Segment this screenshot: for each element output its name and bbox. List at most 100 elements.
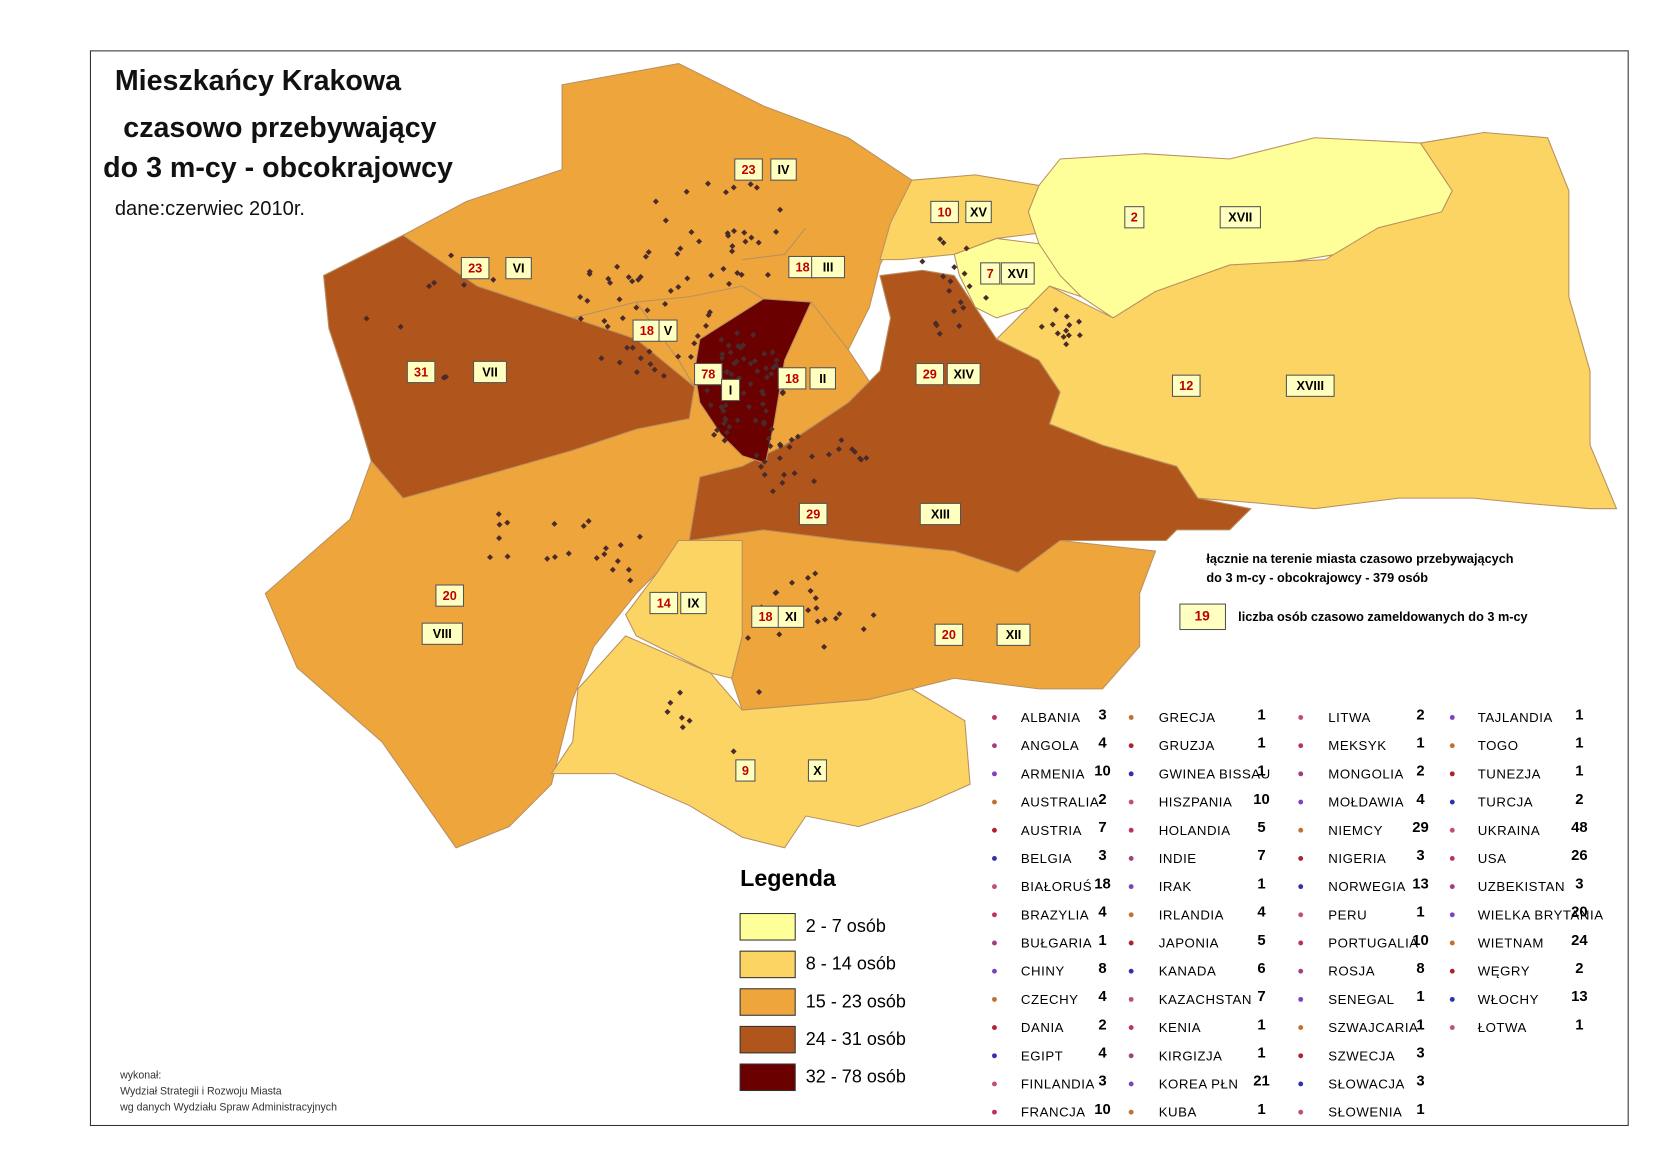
country-count: 1 — [1416, 989, 1424, 1005]
country-count: 2 — [1098, 1017, 1106, 1033]
country-dot — [992, 771, 997, 777]
residence-dot — [604, 323, 611, 330]
country-name: ROSJA — [1328, 964, 1375, 979]
country-name: HISZPANIA — [1159, 795, 1233, 810]
district-count: 20 — [443, 588, 457, 603]
country-name: MEKSYK — [1328, 738, 1386, 753]
country-dot — [1128, 1053, 1134, 1059]
country-count: 1 — [1575, 764, 1583, 780]
district-count: 18 — [796, 259, 810, 274]
residence-dot — [983, 294, 990, 301]
credit-line: wg danych Wydziału Spraw Administracyjny… — [119, 1101, 337, 1113]
country-dot — [992, 1053, 997, 1059]
count-box — [798, 502, 828, 526]
sample-box — [1179, 603, 1227, 631]
residence-dot — [761, 458, 768, 465]
country-count: 2 — [1416, 764, 1424, 780]
country-name: GRECJA — [1159, 710, 1216, 725]
country-count: 1 — [1257, 1102, 1265, 1118]
id-box — [1000, 262, 1035, 285]
country-dot — [1128, 940, 1134, 946]
residence-dot — [619, 315, 626, 322]
id-box — [1285, 374, 1335, 397]
district-id: I — [729, 382, 733, 397]
residence-dot — [1052, 306, 1059, 313]
residence-dot — [768, 370, 775, 377]
residence-dot — [956, 323, 963, 330]
country-dot — [992, 1081, 997, 1087]
residence-dot — [662, 300, 669, 307]
country-dot — [1128, 743, 1134, 749]
residence-dot — [496, 535, 503, 542]
country-dot — [1128, 1081, 1134, 1087]
district-count: 29 — [806, 506, 820, 521]
district-id: XI — [785, 609, 797, 624]
country-dot — [1298, 912, 1304, 918]
country-name: UZBEKISTAN — [1478, 879, 1565, 894]
country-count: 10 — [1253, 792, 1269, 808]
residence-dot — [951, 308, 958, 315]
residence-dot — [1065, 332, 1072, 339]
residence-dot — [617, 542, 624, 549]
residence-dot — [667, 699, 674, 706]
residence-dot — [601, 318, 608, 325]
district-count: 20 — [942, 627, 956, 642]
country-dot — [1449, 743, 1455, 749]
residence-dot — [764, 374, 771, 381]
country-dot — [992, 827, 997, 833]
residence-dot — [937, 236, 944, 243]
country-dot — [992, 1109, 997, 1115]
residence-dot — [636, 533, 643, 540]
count-box — [1124, 206, 1145, 229]
country-count: 3 — [1575, 876, 1583, 892]
legend-swatch — [739, 988, 796, 1016]
country-name: ŁOTWA — [1478, 1020, 1527, 1035]
country-dot — [1449, 827, 1455, 833]
residence-dot — [832, 615, 839, 622]
country-dot — [1298, 1053, 1304, 1059]
country-name: TUNEZJA — [1478, 766, 1541, 781]
country-name: SENEGAL — [1328, 992, 1394, 1007]
country-name: UKRAINA — [1478, 823, 1541, 838]
country-count: 4 — [1257, 905, 1266, 921]
district-id: VI — [513, 261, 525, 276]
country-name: NORWEGIA — [1328, 879, 1406, 894]
id-box — [473, 360, 507, 384]
country-name: KANADA — [1159, 964, 1217, 979]
residence-dot — [724, 230, 731, 237]
country-count: 10 — [1094, 764, 1111, 780]
residence-dot — [651, 366, 658, 373]
district-id: II — [819, 371, 826, 386]
residence-dot — [363, 315, 370, 322]
legend-label: 8 - 14 osób — [806, 954, 896, 974]
country-name: WIELKA BRYTANIA — [1478, 907, 1604, 922]
country-dot — [1128, 912, 1134, 918]
count-box — [734, 158, 763, 181]
country-dot — [1298, 771, 1304, 777]
country-dot — [992, 996, 997, 1002]
residence-dot — [933, 322, 940, 329]
country-count: 1 — [1416, 1102, 1424, 1118]
country-dot — [1449, 799, 1455, 805]
district-shape — [995, 131, 1618, 510]
country-count: 13 — [1412, 876, 1428, 892]
title-line: do 3 m-cy - obcokrajowcy — [103, 152, 453, 184]
country-name: HOLANDIA — [1159, 823, 1231, 838]
country-dot — [992, 940, 997, 946]
residence-dot — [624, 344, 631, 351]
district-id: V — [664, 323, 673, 338]
country-count: 5 — [1257, 820, 1265, 836]
residence-dot — [747, 181, 754, 188]
residence-dot — [772, 590, 779, 597]
country-name: DANIA — [1021, 1020, 1064, 1035]
residence-dot — [652, 198, 659, 205]
legend-label: 15 - 23 osób — [806, 991, 906, 1011]
country-dot — [1128, 827, 1134, 833]
district-count: 18 — [758, 609, 772, 624]
count-box — [460, 256, 490, 280]
district-id: III — [823, 259, 834, 274]
id-box — [680, 591, 707, 615]
residence-dot — [731, 228, 738, 235]
sample-count: 19 — [1195, 608, 1211, 623]
country-count: 2 — [1575, 961, 1583, 977]
